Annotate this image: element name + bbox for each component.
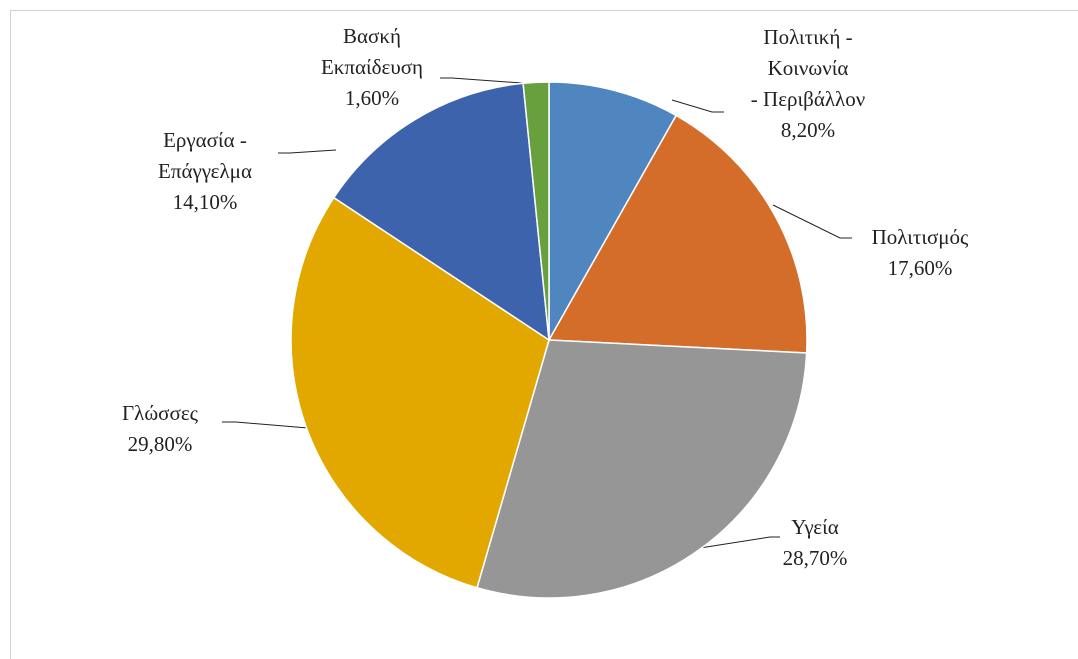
data-label: Βασκή Εκπαίδευση 1,60%	[321, 21, 423, 114]
leader-line	[222, 421, 309, 429]
leader-line	[671, 99, 724, 113]
data-label: Πολιτισμός 17,60%	[872, 222, 969, 284]
leader-line	[699, 536, 780, 549]
leader-line	[278, 149, 337, 154]
data-label: Εργασία - Επάγγελμα 14,10%	[158, 125, 252, 218]
leader-lines	[222, 77, 852, 549]
leader-line	[772, 204, 852, 239]
value-label: 8,20%	[780, 118, 836, 142]
data-label: Πολιτική - Κοινωνία - Περιβάλλον 8,20%	[751, 22, 865, 146]
value-label: 28,70%	[782, 546, 848, 570]
pie-slice	[547, 114, 808, 354]
category-label: Πολιτική - Κοινωνία - Περιβάλλον	[750, 25, 866, 111]
category-label: Βασκή Εκπαίδευση	[320, 24, 424, 79]
data-label: Υγεία 28,70%	[783, 512, 848, 574]
data-label: Γλώσσες 29,80%	[122, 398, 198, 460]
chart-border	[10, 10, 1078, 659]
category-label: Εργασία - Επάγγελμα	[158, 128, 252, 183]
value-label: 29,80%	[127, 432, 193, 456]
pie-slice	[290, 196, 550, 589]
leader-line	[440, 77, 537, 85]
pie-slice	[476, 339, 808, 599]
category-label: Υγεία	[791, 515, 839, 539]
category-label: Πολιτισμός	[871, 225, 969, 249]
value-label: 14,10%	[172, 190, 238, 214]
pie-slice	[522, 81, 550, 341]
category-label: Γλώσσες	[122, 401, 198, 425]
value-label: 1,60%	[344, 86, 400, 110]
value-label: 17,60%	[887, 256, 953, 280]
pie-slice	[548, 81, 678, 343]
pie-slice	[332, 82, 550, 342]
